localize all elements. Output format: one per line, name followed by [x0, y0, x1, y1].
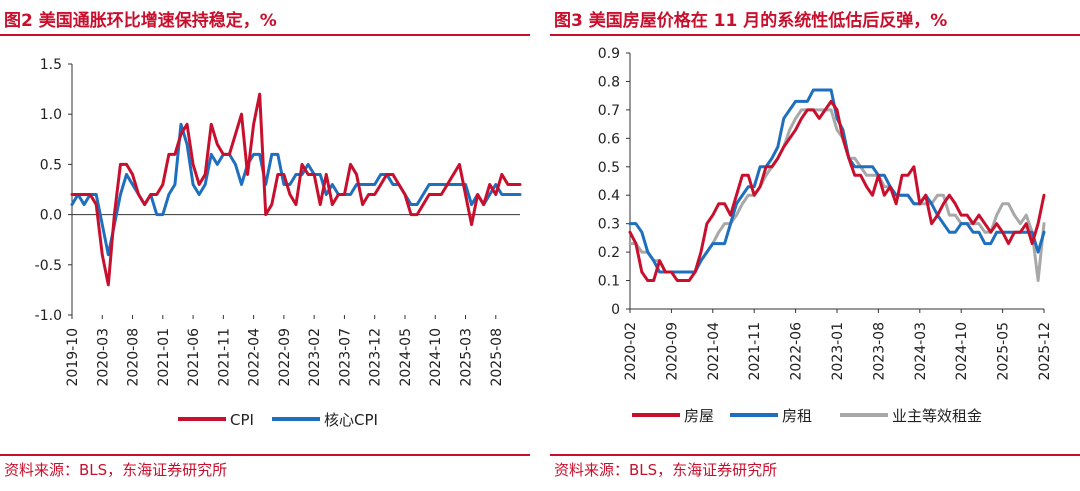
cpi-y-tick-label: -1.0: [35, 308, 62, 324]
cpi-y-tick-label: 0.5: [40, 157, 62, 173]
cpi-x-tick-label: 2021-01: [156, 328, 172, 387]
cpi-x-tick-label: 2022-09: [277, 328, 293, 387]
cpi-x-tick-label: 2020-03: [95, 328, 111, 387]
housing-series-gray-line: [628, 108, 1046, 283]
cpi-x-tick-label: 2022-04: [247, 328, 263, 387]
housing-series-blue-line: [628, 88, 1046, 274]
left-chart-panel: 图2 美国通胀环比增速保持稳定，% 1.5 1.0 0.5 0.0 -0.5 -1.0 20…: [0, 0, 530, 491]
cpi-series-blue-line: [70, 122, 522, 257]
housing-legend-label: 房租: [782, 407, 812, 425]
cpi-y-tick-label: 0.0: [40, 208, 62, 224]
housing-y-tick-label: 0.5: [598, 160, 620, 176]
cpi-x-tick-label: 2021-11: [216, 328, 232, 387]
housing-x-tick-label: 2024-03: [913, 322, 929, 381]
cpi-x-tick-label: 2025-03: [459, 328, 475, 387]
cpi-x-tick-label: 2024-10: [428, 328, 444, 387]
cpi-series-red-line: [70, 92, 522, 287]
housing-y-tick-label: 0: [611, 302, 620, 318]
housing-x-tick-label: 2022-06: [789, 322, 805, 381]
left-source-divider: [0, 454, 530, 456]
cpi-x-tick-label: 2020-08: [126, 328, 142, 387]
left-chart-title: 图2 美国通胀环比增速保持稳定，%: [4, 11, 277, 31]
housing-y-tick-label: 0.1: [598, 274, 620, 290]
left-source-note: 资料来源：BLS，东海证券研究所: [4, 461, 228, 479]
right-source-note: 资料来源：BLS，东海证券研究所: [554, 461, 778, 479]
housing-x-tick-label: 2020-09: [664, 322, 680, 381]
housing-x-tick-label: 2024-10: [954, 322, 970, 381]
housing-x-tick-label: 2023-08: [871, 322, 887, 381]
cpi-x-tick-label: 2023-07: [337, 328, 353, 387]
housing-y-tick-label: 0.9: [598, 46, 620, 62]
cpi-x-tick-label: 2024-05: [398, 328, 414, 387]
housing-y-tick-label: 0.6: [598, 131, 620, 147]
housing-x-tick-label: 2020-02: [623, 322, 639, 381]
housing-y-tick-label: 0.7: [598, 103, 620, 119]
housing-series-red-line: [628, 99, 1046, 283]
housing-x-tick-label: 2023-01: [830, 322, 846, 381]
housing-y-tick-label: 0.3: [598, 217, 620, 233]
cpi-x-tick-label: 2023-02: [307, 328, 323, 387]
housing-x-tick-label: 2021-11: [747, 322, 763, 381]
housing-legend-label: 房屋: [684, 407, 714, 425]
housing-x-tick-label: 2021-04: [706, 322, 722, 381]
right-title-divider: [550, 34, 1080, 36]
cpi-x-tick-label: 2019-10: [65, 328, 81, 387]
cpi-legend-label: 核心CPI: [324, 411, 378, 429]
cpi-y-tick-label: 1.0: [40, 107, 62, 123]
cpi-y-tick-label: -0.5: [35, 258, 62, 274]
housing-y-tick-label: 0.2: [598, 245, 620, 261]
housing-x-tick-label: 2025-05: [996, 322, 1012, 381]
housing-y-tick-label: 0.8: [598, 74, 620, 90]
right-source-divider: [550, 454, 1080, 456]
cpi-legend-label: CPI: [230, 411, 254, 429]
cpi-x-tick-label: 2025-08: [489, 328, 505, 387]
housing-y-tick-label: 0.4: [598, 188, 620, 204]
cpi-y-tick-label: 1.5: [40, 57, 62, 73]
cpi-x-tick-label: 2021-06: [186, 328, 202, 387]
housing-legend-label: 业主等效租金: [892, 407, 982, 425]
right-chart-panel: 图3 美国房屋价格在 11 月的系统性低估后反弹，% 0.9 0.8 0.7 0.6 0…: [550, 0, 1080, 491]
housing-x-tick-label: 2025-12: [1037, 322, 1053, 381]
right-chart-title: 图3 美国房屋价格在 11 月的系统性低估后反弹，%: [554, 11, 948, 31]
left-title-divider: [0, 34, 530, 36]
cpi-x-tick-label: 2023-12: [368, 328, 384, 387]
